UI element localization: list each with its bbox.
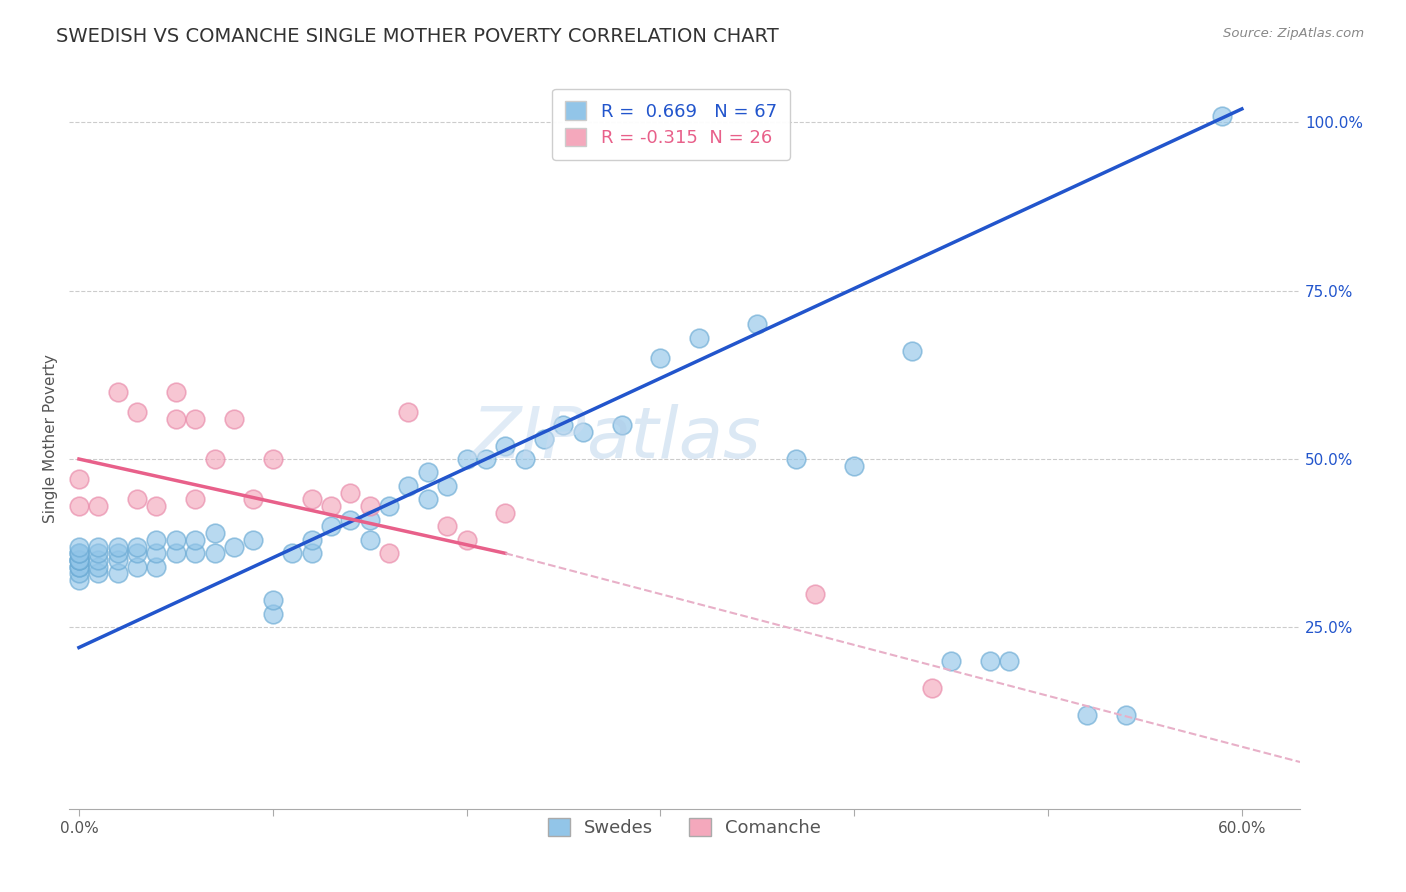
Point xyxy=(242,492,264,507)
Point xyxy=(87,540,110,554)
Point xyxy=(650,351,672,365)
Point xyxy=(281,546,304,560)
Point xyxy=(87,546,110,560)
Point xyxy=(301,546,323,560)
Point xyxy=(67,546,90,560)
Point xyxy=(204,452,226,467)
Point xyxy=(107,540,129,554)
Point xyxy=(87,553,110,567)
Point xyxy=(145,533,167,547)
Point xyxy=(242,533,264,547)
Point xyxy=(533,432,555,446)
Text: atlas: atlas xyxy=(586,404,761,474)
Point xyxy=(610,418,633,433)
Point xyxy=(67,540,90,554)
Point xyxy=(301,533,323,547)
Point xyxy=(165,533,187,547)
Point xyxy=(436,519,458,533)
Point xyxy=(67,573,90,587)
Point xyxy=(125,405,148,419)
Point xyxy=(165,411,187,425)
Point xyxy=(107,384,129,399)
Y-axis label: Single Mother Poverty: Single Mother Poverty xyxy=(44,354,58,524)
Point xyxy=(107,566,129,581)
Point xyxy=(396,405,419,419)
Point xyxy=(145,546,167,560)
Point xyxy=(804,587,827,601)
Point xyxy=(319,499,342,513)
Point xyxy=(262,607,284,621)
Point xyxy=(184,411,207,425)
Point xyxy=(125,540,148,554)
Text: ZIP: ZIP xyxy=(472,404,586,474)
Point xyxy=(67,546,90,560)
Point xyxy=(747,318,769,332)
Point xyxy=(456,533,478,547)
Point xyxy=(319,519,342,533)
Point xyxy=(844,458,866,473)
Point xyxy=(204,546,226,560)
Point xyxy=(145,559,167,574)
Point xyxy=(396,479,419,493)
Point xyxy=(67,566,90,581)
Point xyxy=(1076,707,1098,722)
Point xyxy=(262,593,284,607)
Point xyxy=(67,559,90,574)
Point xyxy=(67,553,90,567)
Point xyxy=(125,559,148,574)
Point xyxy=(572,425,595,439)
Point xyxy=(339,513,361,527)
Point xyxy=(301,492,323,507)
Point xyxy=(359,513,381,527)
Point xyxy=(416,492,439,507)
Point xyxy=(688,331,710,345)
Point xyxy=(378,499,401,513)
Point xyxy=(184,546,207,560)
Point xyxy=(67,472,90,486)
Point xyxy=(107,553,129,567)
Point xyxy=(67,553,90,567)
Point xyxy=(67,499,90,513)
Point xyxy=(513,452,536,467)
Point xyxy=(998,654,1021,668)
Text: SWEDISH VS COMANCHE SINGLE MOTHER POVERTY CORRELATION CHART: SWEDISH VS COMANCHE SINGLE MOTHER POVERT… xyxy=(56,27,779,45)
Point xyxy=(262,452,284,467)
Legend: Swedes, Comanche: Swedes, Comanche xyxy=(541,811,828,845)
Point xyxy=(1115,707,1137,722)
Point xyxy=(125,546,148,560)
Point xyxy=(67,553,90,567)
Point xyxy=(145,499,167,513)
Point xyxy=(456,452,478,467)
Point xyxy=(339,485,361,500)
Point xyxy=(475,452,498,467)
Point xyxy=(416,466,439,480)
Point xyxy=(222,411,245,425)
Text: Source: ZipAtlas.com: Source: ZipAtlas.com xyxy=(1223,27,1364,40)
Point xyxy=(921,681,943,695)
Point xyxy=(165,384,187,399)
Point xyxy=(87,566,110,581)
Point xyxy=(87,559,110,574)
Point xyxy=(979,654,1001,668)
Point xyxy=(901,344,924,359)
Point xyxy=(494,439,516,453)
Point xyxy=(165,546,187,560)
Point xyxy=(359,499,381,513)
Point xyxy=(107,546,129,560)
Point xyxy=(184,492,207,507)
Point xyxy=(378,546,401,560)
Point xyxy=(939,654,962,668)
Point xyxy=(184,533,207,547)
Point xyxy=(67,559,90,574)
Point xyxy=(785,452,807,467)
Point xyxy=(1211,109,1233,123)
Point xyxy=(359,533,381,547)
Point xyxy=(494,506,516,520)
Point xyxy=(125,492,148,507)
Point xyxy=(436,479,458,493)
Point xyxy=(553,418,575,433)
Point xyxy=(204,526,226,541)
Point xyxy=(87,499,110,513)
Point xyxy=(222,540,245,554)
